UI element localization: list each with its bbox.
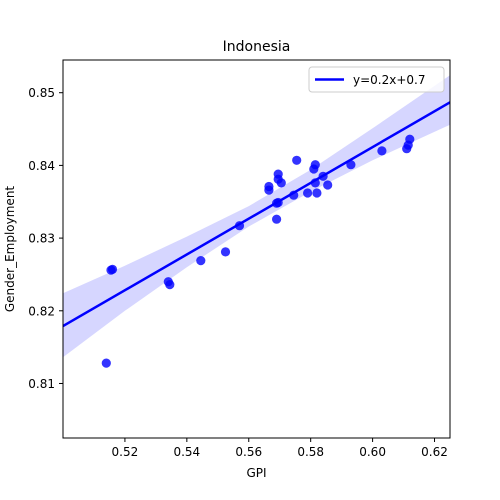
- data-point: [289, 190, 299, 200]
- x-axis-ticks: 0.52 0.54 0.56 0.58 0.60 0.62: [112, 438, 448, 459]
- data-point: [273, 169, 283, 179]
- confidence-band: [63, 75, 450, 358]
- data-point: [276, 178, 286, 188]
- data-point: [234, 221, 245, 231]
- data-point: [165, 280, 175, 290]
- data-point: [346, 160, 356, 170]
- data-point: [272, 214, 282, 224]
- data-point: [273, 197, 283, 208]
- data-point: [107, 264, 118, 274]
- x-tick-label: 0.54: [173, 445, 200, 459]
- confidence-band-layer: [63, 75, 450, 358]
- data-point: [264, 181, 274, 192]
- data-point: [312, 188, 322, 198]
- x-tick-label: 0.58: [297, 445, 324, 459]
- data-point: [292, 155, 302, 165]
- data-point: [101, 358, 111, 368]
- legend-label: y=0.2x+0.7: [353, 73, 425, 87]
- data-point: [220, 247, 231, 257]
- data-point: [310, 160, 320, 170]
- legend-box: [308, 66, 445, 93]
- data-point: [377, 146, 387, 156]
- y-tick-label: 0.81: [28, 377, 55, 391]
- y-axis-ticks: 0.81 0.82 0.83 0.84 0.85: [28, 86, 63, 391]
- x-tick-label: 0.52: [112, 445, 139, 459]
- x-tick-label: 0.56: [235, 445, 262, 459]
- data-point: [303, 188, 313, 198]
- x-axis-title: GPI: [246, 466, 266, 480]
- data-points-layer: [101, 134, 415, 368]
- data-point: [196, 256, 206, 266]
- data-point: [323, 180, 333, 190]
- chart-title: Indonesia: [223, 39, 291, 55]
- data-point: [310, 178, 320, 188]
- regression-line-layer: [63, 101, 450, 328]
- x-tick-label: 0.60: [359, 445, 386, 459]
- y-tick-label: 0.85: [28, 86, 55, 100]
- data-point: [405, 134, 415, 144]
- plot-frame: [62, 59, 451, 439]
- data-point: [318, 171, 328, 181]
- y-axis-title: Gender_Employment: [3, 186, 17, 313]
- legend: y=0.2x+0.7: [308, 66, 445, 93]
- y-tick-label: 0.82: [28, 304, 55, 318]
- y-tick-label: 0.84: [28, 159, 55, 173]
- x-tick-label: 0.62: [421, 445, 448, 459]
- y-tick-label: 0.83: [28, 232, 55, 246]
- regression-line: [63, 101, 450, 328]
